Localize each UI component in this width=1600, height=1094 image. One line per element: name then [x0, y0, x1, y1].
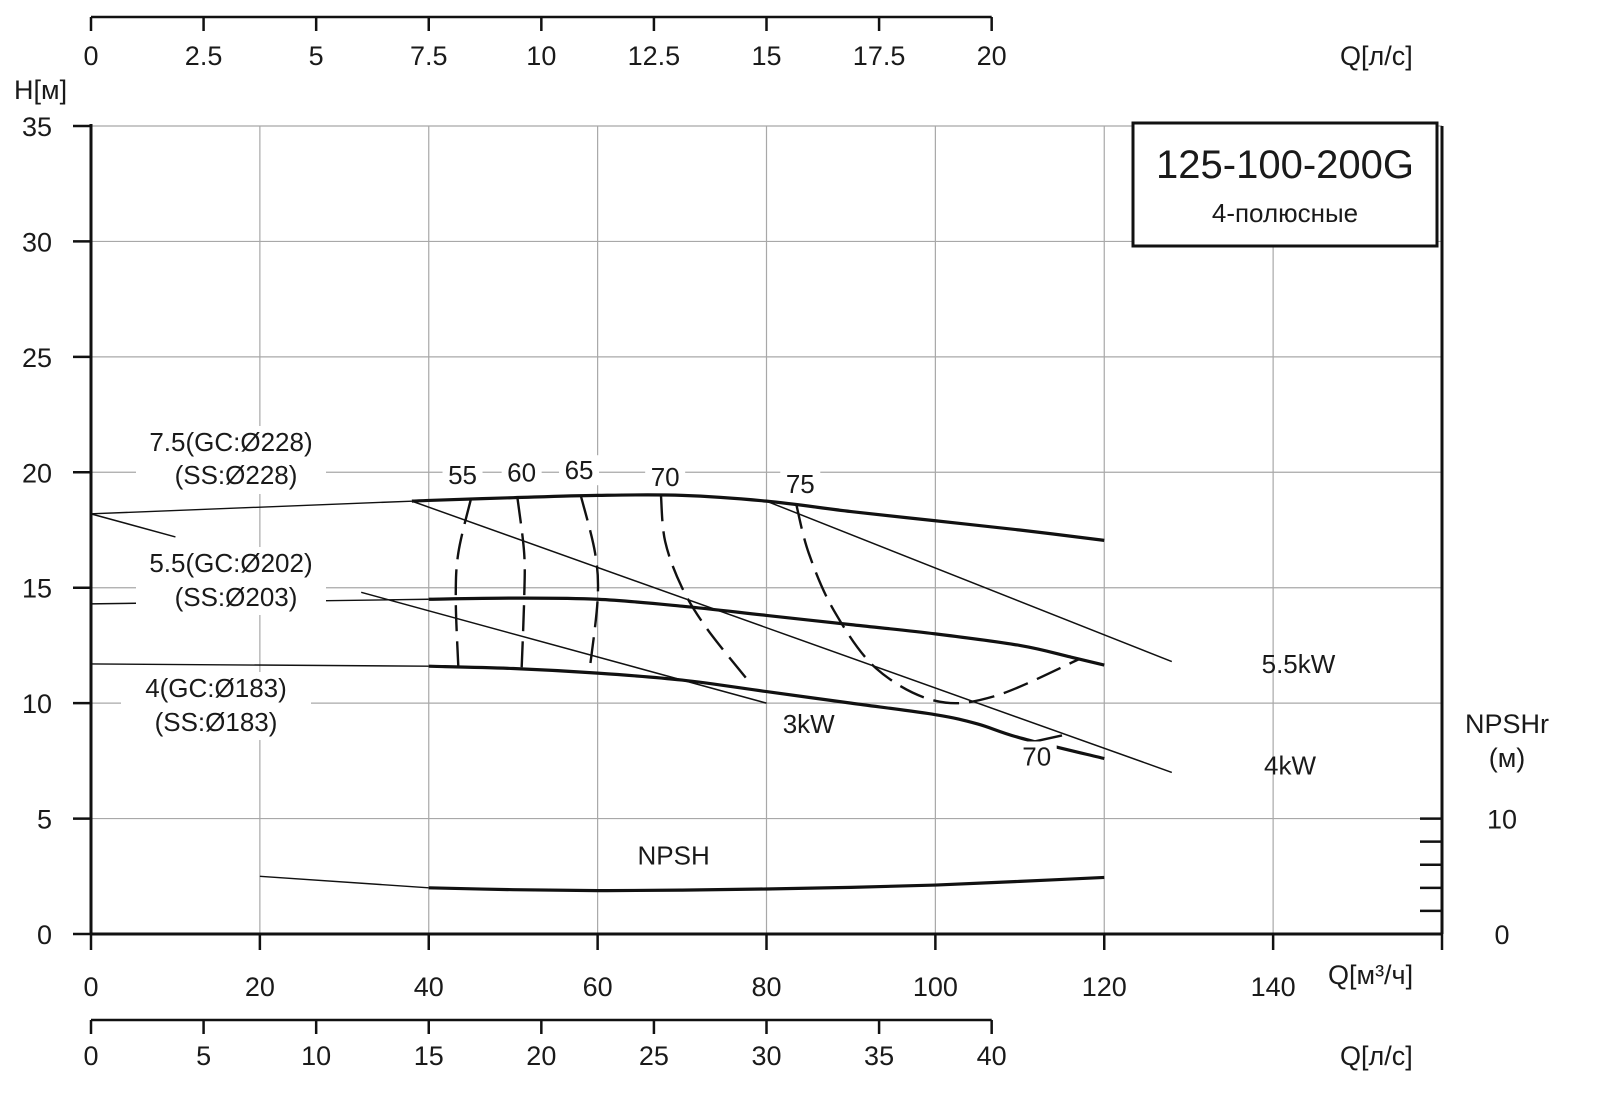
head-curve: [411, 493, 1105, 542]
head-curves: [90, 493, 1105, 761]
power-label: 4kW: [1264, 751, 1316, 781]
efficiency-label: 70: [651, 462, 680, 492]
efficiency-label-background: [1016, 741, 1057, 772]
efficiency-label: 70: [1022, 741, 1051, 771]
bottom-axis-tick-label: 35: [864, 1041, 894, 1071]
npsh-axis-unit: (м): [1489, 743, 1526, 773]
power-label: 5.5kW: [1262, 649, 1336, 679]
efficiency-curve: [794, 503, 1080, 705]
x-tick-label: 80: [751, 972, 781, 1002]
bottom-axis-tick-label: 15: [414, 1041, 444, 1071]
series-label-background: [136, 547, 326, 615]
y-axis-label: H[м]: [14, 75, 67, 105]
x-axis-label: Q[м³/ч]: [1328, 960, 1413, 990]
y-tick-label: 15: [22, 574, 52, 604]
npsh-tick-label: 10: [1487, 805, 1517, 835]
series-label-background: [121, 672, 311, 740]
npsh-label: NPSH: [637, 841, 709, 871]
efficiency-label-background: [501, 457, 542, 488]
efficiency-label-background: [442, 459, 483, 490]
power-lines: 3kW 4kW 5.5kW: [90, 500, 1336, 781]
top-axis-tick-label: 7.5: [410, 41, 448, 71]
series-label: 7.5(GC:Ø228): [149, 427, 312, 457]
x-tick-label: 60: [583, 972, 613, 1002]
curve-labels: 7.5(GC:Ø228)(SS:Ø228) 5.5(GC:Ø202) (SS:Ø20…: [121, 426, 326, 740]
series-label: 5.5(GC:Ø202): [149, 548, 312, 578]
top-axis-tick-label: 15: [751, 41, 781, 71]
efficiency-curve: [516, 497, 526, 669]
top-axis-tick-label: 10: [526, 41, 556, 71]
bottom-axis-tick-label: 30: [751, 1041, 781, 1071]
npsh-axis: 0 10: [1420, 805, 1517, 950]
series-label-ss: (SS:Ø183): [155, 707, 278, 737]
power-label: 3kW: [783, 709, 835, 739]
title-box-frame: [1131, 121, 1439, 248]
x-tick-label: 20: [245, 972, 275, 1002]
bottom-axis-tick-label: 10: [301, 1041, 331, 1071]
head-curve: [428, 596, 1105, 667]
npsh-curve: NPSH: [259, 841, 1105, 893]
y-tick-label: 35: [22, 112, 52, 142]
power-line: [90, 513, 176, 538]
efficiency-curve: [454, 498, 473, 667]
grid: [91, 125, 1442, 934]
efficiency-label: 65: [565, 455, 594, 485]
power-line: [411, 500, 1173, 774]
axes: 0 5 10 15 20 25 30 35 0 20 40 60 80 100 120 140: [22, 112, 1444, 1002]
efficiency-label-background: [780, 469, 821, 500]
x-tick-label: 100: [913, 972, 958, 1002]
top-axis-tick-label: 0: [83, 41, 98, 71]
npsh-curve-line: [428, 875, 1105, 893]
npsh-axis-label: NPSHr: [1465, 709, 1549, 739]
series-label-background: [136, 426, 326, 494]
bottom-axis-tick-label: 25: [639, 1041, 669, 1071]
series-label: 4(GC:Ø183): [145, 673, 287, 703]
x-tick-label: 140: [1251, 972, 1296, 1002]
efficiency-label: 55: [448, 460, 477, 490]
x-tick-label: 120: [1082, 972, 1127, 1002]
y-tick-label: 0: [37, 920, 52, 950]
y-tick-label: 30: [22, 227, 52, 257]
chart-title: 125-100-200G: [1156, 143, 1414, 187]
series-label-ss: (SS:Ø228): [175, 460, 298, 490]
bottom-flow-axis: 0 5 10 15 20 25 30 35 40: [83, 1018, 1007, 1071]
y-tick-label: 20: [22, 458, 52, 488]
head-curve-thin: [90, 663, 429, 667]
efficiency-label-background: [645, 462, 686, 493]
y-tick-label: 5: [37, 805, 52, 835]
bottom-axis-tick-label: 40: [977, 1041, 1007, 1071]
series-label-ss: (SS:Ø203): [175, 582, 298, 612]
top-axis-tick-label: 20: [977, 41, 1007, 71]
bottom-axis-tick-label: 5: [196, 1041, 211, 1071]
npsh-curve-thin: [259, 875, 429, 889]
power-line: [361, 591, 767, 704]
top-axis-tick-label: 2.5: [185, 41, 223, 71]
bottom-axis-tick-label: 0: [83, 1041, 98, 1071]
npsh-tick-label: 0: [1494, 920, 1509, 950]
top-axis-tick-label: 17.5: [853, 41, 906, 71]
bottom-axis-tick-label: 20: [526, 1041, 556, 1071]
efficiency-curve: [579, 495, 600, 674]
x-tick-label: 40: [414, 972, 444, 1002]
y-tick-label: 25: [22, 343, 52, 373]
chart-subtitle: 4-полюсные: [1212, 198, 1358, 228]
power-line: [766, 500, 1173, 663]
efficiency-label: 75: [786, 469, 815, 499]
y-tick-label: 10: [22, 689, 52, 719]
efficiency-curves: 55 60 65 70 75 70: [442, 455, 1080, 772]
head-curve: [428, 664, 1105, 761]
head-curve-thin: [90, 500, 412, 515]
title-box: 125-100-200G 4-полюсные: [1131, 121, 1439, 248]
efficiency-curve: [659, 495, 751, 684]
top-axis-label: Q[л/с]: [1340, 41, 1413, 71]
x-tick-label: 0: [83, 972, 98, 1002]
top-axis-tick-label: 12.5: [628, 41, 681, 71]
top-flow-axis: 0 2.5 5 7.5 10 12.5 15 17.5 20: [83, 15, 1007, 71]
efficiency-label: 60: [507, 458, 536, 488]
top-axis-tick-label: 5: [309, 41, 324, 71]
efficiency-label-background: [559, 455, 600, 486]
bottom-axis-label: Q[л/с]: [1340, 1041, 1413, 1071]
